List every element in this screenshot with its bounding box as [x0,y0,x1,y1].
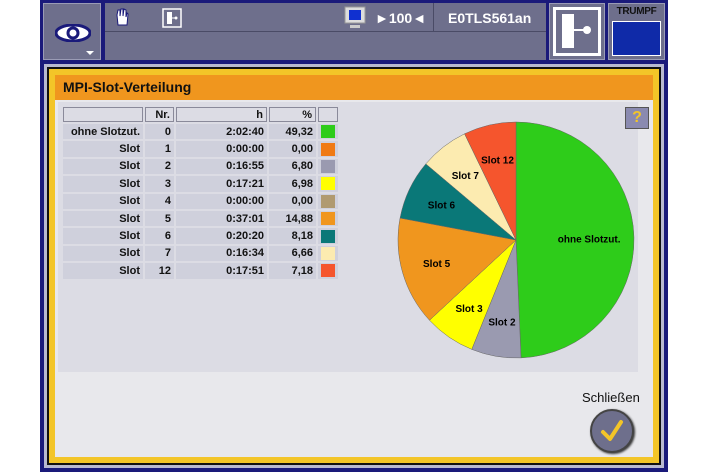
col-header-nr: Nr. [145,107,174,122]
cell-color [318,176,338,192]
hand-icon [116,8,129,26]
slot-table: Nr. h % ohne Slotzut. 0 2:02:40 49,32 Slot 1 0… [61,105,340,281]
cell-pct: 6,98 [269,176,316,192]
cell-name: Slot [63,228,143,244]
table-row: ohne Slotzut. 0 2:02:40 49,32 [63,124,338,140]
cell-pct: 7,18 [269,263,316,279]
color-swatch [321,159,335,173]
cell-name: Slot [63,176,143,192]
color-swatch [321,212,335,226]
status-bar: ►100◄ E0TLS561an [105,3,546,60]
cell-color [318,245,338,262]
trumpf-logo: TRUMPF [608,3,665,60]
view-menu-button[interactable] [43,3,101,60]
cell-pct: 8,18 [269,228,316,244]
door-button[interactable] [549,3,605,60]
cell-nr: 12 [145,263,174,279]
cell-pct: 14,88 [269,210,316,227]
cell-nr: 5 [145,210,174,227]
color-swatch [321,194,335,208]
door-icon [162,8,182,28]
cell-nr: 2 [145,158,174,175]
cell-nr: 1 [145,141,174,157]
color-swatch [321,264,335,278]
cell-pct: 6,66 [269,245,316,262]
table-row: Slot 3 0:17:21 6,98 [63,176,338,192]
cell-h: 0:17:21 [176,176,267,192]
color-swatch [321,177,335,191]
table-row: Slot 6 0:20:20 8,18 [63,228,338,244]
pie-slice [515,121,635,359]
table-row: Slot 1 0:00:00 0,00 [63,141,338,157]
cell-nr: 4 [145,193,174,209]
mpi-slot-dialog: MPI-Slot-Verteilung Nr. h % ohne Slotzut… [47,67,661,465]
cell-name: Slot [63,210,143,227]
cell-nr: 7 [145,245,174,262]
cell-color [318,228,338,244]
help-button[interactable]: ? [625,107,649,129]
cell-h: 0:20:20 [176,228,267,244]
pie-label: Slot 3 [455,304,483,315]
color-swatch [321,229,335,243]
cell-name: Slot [63,263,143,279]
zoom-level: ►100◄ [375,10,427,26]
pie-label: ohne Slotzut. [558,234,621,245]
cell-h: 0:17:51 [176,263,267,279]
table-row: Slot 12 0:17:51 7,18 [63,263,338,279]
table-row: Slot 4 0:00:00 0,00 [63,193,338,209]
cell-h: 0:37:01 [176,210,267,227]
cell-nr: 6 [145,228,174,244]
table-row: Slot 5 0:37:01 14,88 [63,210,338,227]
cell-h: 0:00:00 [176,193,267,209]
cell-color [318,124,338,140]
cell-color [318,158,338,175]
cell-name: Slot [63,141,143,157]
color-swatch [321,246,335,260]
dialog-title: MPI-Slot-Verteilung [55,75,653,100]
col-header-color [318,107,338,122]
cell-color [318,210,338,227]
cell-h: 0:16:55 [176,158,267,175]
monitor-icon [344,6,366,28]
close-button[interactable] [590,409,634,453]
cell-nr: 0 [145,124,174,140]
table-row: Slot 2 0:16:55 6,80 [63,158,338,175]
eye-icon [55,24,91,42]
col-header-name [63,107,143,122]
cell-h: 0:16:34 [176,245,267,262]
cell-h: 0:00:00 [176,141,267,157]
slot-pie-chart: ohne Slotzut. Slot 2 Slot 3 Slot 5 Slot 6 Slo… [397,121,635,359]
color-swatch [321,142,335,156]
pie-label: Slot 5 [423,259,451,270]
logo-text: TRUMPF [616,6,657,17]
cell-pct: 0,00 [269,141,316,157]
pie-slice [397,217,517,321]
cell-h: 2:02:40 [176,124,267,140]
cell-color [318,141,338,157]
door-icon [562,14,591,48]
machine-name: E0TLS561an [433,3,546,32]
cell-color [318,263,338,279]
color-swatch [321,125,335,139]
close-label: Schließen [582,390,640,405]
table-row: Slot 7 0:16:34 6,66 [63,245,338,262]
col-header-pct: % [269,107,316,122]
cell-name: Slot [63,193,143,209]
cell-name: Slot [63,158,143,175]
pie-label: Slot 2 [488,317,516,328]
cell-name: ohne Slotzut. [63,124,143,140]
cell-pct: 0,00 [269,193,316,209]
checkmark-icon [601,420,623,441]
cell-pct: 6,80 [269,158,316,175]
col-header-h: h [176,107,267,122]
pie-label: Slot 7 [452,171,480,182]
chevron-down-icon [86,51,94,55]
cell-nr: 3 [145,176,174,192]
pie-label: Slot 12 [481,155,514,166]
pie-slice [464,121,517,241]
cell-name: Slot [63,245,143,262]
cell-color [318,193,338,209]
cell-pct: 49,32 [269,124,316,140]
pie-label: Slot 6 [428,201,456,212]
